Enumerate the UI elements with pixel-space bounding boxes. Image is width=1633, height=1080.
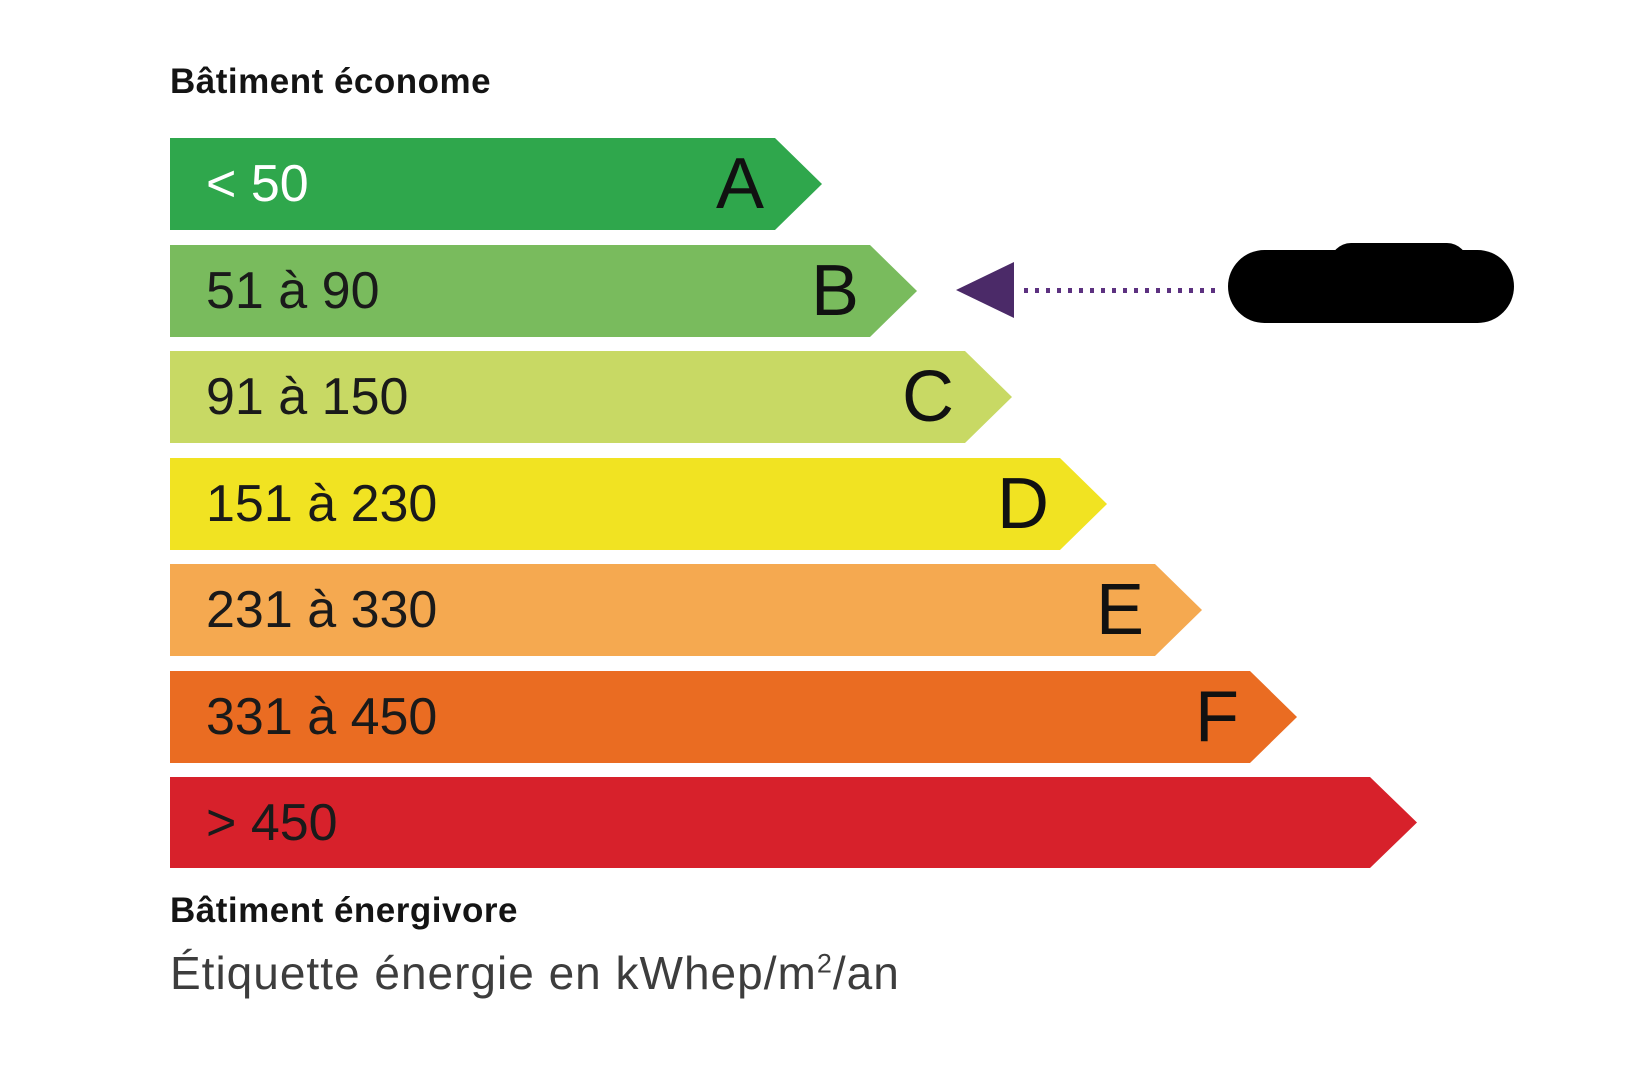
energy-band-d-letter: D	[997, 464, 1049, 544]
energy-band-e-letter: E	[1095, 570, 1144, 650]
energy-band-b-letter: B	[810, 251, 859, 331]
energy-label-caption: Étiquette énergie en kWhep/m2/an	[170, 946, 900, 1000]
energy-band-d: 151 à 230 D	[170, 458, 1107, 550]
economical-building-label: Bâtiment économe	[170, 62, 492, 101]
selected-class-arrow-icon	[956, 262, 1014, 318]
energy-band-f: 331 à 450 F	[170, 671, 1297, 763]
dotted-leader-line	[1024, 288, 1220, 293]
caption-superscript: 2	[816, 948, 833, 979]
energy-band-c-range: 91 à 150	[206, 368, 409, 426]
energy-band-g: > 450	[170, 777, 1417, 868]
energy-band-a-letter: A	[715, 144, 764, 224]
energy-band-f-range: 331 à 450	[206, 688, 438, 746]
energy-band-f-letter: F	[1195, 677, 1239, 757]
energy-band-g-range: > 450	[206, 793, 338, 852]
energy-band-e: 231 à 330 E	[170, 564, 1202, 656]
energy-band-e-range: 231 à 330	[206, 581, 438, 639]
energy-intensive-building-label: Bâtiment énergivore	[170, 891, 518, 930]
redacted-value-overlay-bump	[1330, 243, 1468, 285]
energy-band-c: 91 à 150 C	[170, 351, 1012, 443]
caption-text: Étiquette énergie en kWhep/m	[170, 947, 817, 999]
energy-band-a: < 50 A	[170, 138, 822, 230]
caption-suffix: /an	[832, 947, 900, 999]
energy-band-b: 51 à 90 B	[170, 245, 917, 337]
energy-band-d-range: 151 à 230	[206, 475, 438, 533]
energy-band-a-range: < 50	[206, 155, 309, 213]
energy-band-b-range: 51 à 90	[206, 262, 380, 320]
energy-band-c-letter: C	[902, 357, 954, 437]
